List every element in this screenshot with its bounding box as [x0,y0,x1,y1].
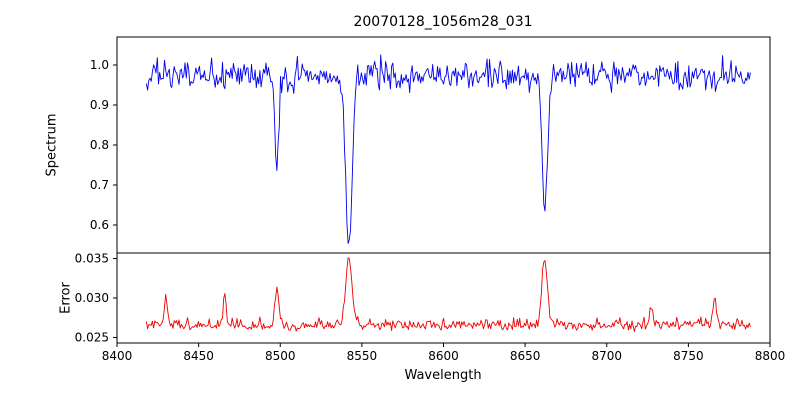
error-panel-border [116,252,771,344]
spectrum-panel-border [116,36,771,254]
x-tick-label: 8650 [510,349,541,363]
x-axis-label: Wavelength [404,368,482,383]
error-y-tick-label: 0.035 [75,252,109,266]
spectrum-y-tick-label: 0.7 [90,178,109,192]
spectrum-series-line [145,54,751,244]
error-y-tick-label: 0.030 [75,291,109,305]
chart-title: 20070128_1056m28_031 [353,14,533,30]
spectrum-y-tick-label: 1.0 [90,58,109,72]
error-y-tick-label: 0.025 [75,330,109,344]
x-tick-label: 8700 [591,349,622,363]
error-y-axis-label: Error [58,282,74,314]
x-tick-label: 8450 [183,349,214,363]
spectrum-y-tick-label: 0.6 [90,218,109,232]
spectrum-y-axis-label: Spectrum [44,113,60,177]
x-tick-label: 8750 [673,349,704,363]
x-tick-label: 8600 [428,349,459,363]
x-tick-label: 8800 [755,349,786,363]
x-tick-label: 8550 [347,349,378,363]
x-tick-label: 8500 [265,349,296,363]
error-series-line [145,257,751,332]
spectrum-y-tick-label: 0.9 [90,98,109,112]
x-tick-label: 8400 [102,349,133,363]
spectrum-y-tick-label: 0.8 [90,138,109,152]
